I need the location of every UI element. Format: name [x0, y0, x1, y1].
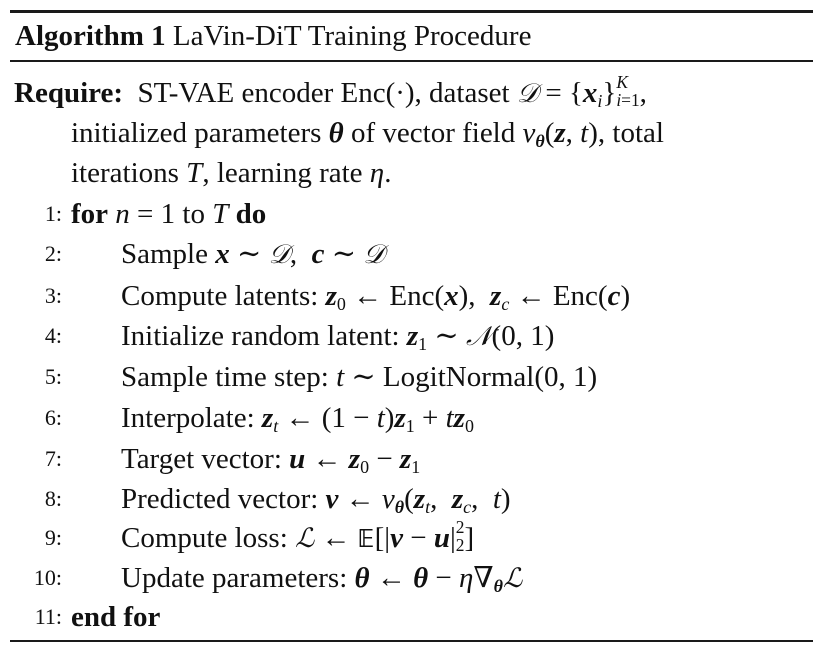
line-number: 10: [33, 565, 62, 590]
step-6: 6: Interpolate: zt ← (1 − t)z1 + tz0 [0, 398, 820, 438]
step-10: 10: Update parameters: θ ← θ − η∇θℒ [0, 558, 820, 598]
step-code: Predicted vector: v ← vθ(zt, zc, t) [121, 483, 511, 518]
line-number: 6: [44, 405, 62, 430]
algorithm-caption: Algorithm 1 LaVin-DiT Training Procedure [15, 17, 531, 55]
line-number: 8: [44, 486, 62, 511]
step-2: 2: Sample x ∼ 𝒟, c ∼ 𝒟 [0, 234, 820, 274]
line-number: 2: [44, 241, 62, 266]
line-number: 7: [44, 446, 62, 471]
require-line-2: initialized parameters θ of vector field… [71, 117, 664, 152]
require-line-1: Require: ST-VAE encoder Enc(·), dataset … [14, 72, 647, 112]
algorithm-label: Algorithm 1 [15, 20, 166, 52]
step-code: Initialize random latent: z1 ∼ 𝒩(0, 1) [121, 320, 555, 355]
step-code: Compute loss: ℒ ← 𝔼[|v − u| 2 2] [121, 517, 475, 555]
step-code: Interpolate: zt ← (1 − t)z1 + tz0 [121, 402, 474, 437]
caption-rule [10, 60, 813, 62]
step-code: Sample time step: t ∼ LogitNormal(0, 1) [121, 361, 598, 393]
line-number: 5: [44, 364, 62, 389]
top-rule [10, 10, 813, 13]
require-line-3: iterations T, learning rate η. [71, 157, 392, 189]
step-1: 1: for n = 1 to T do [0, 194, 820, 234]
step-code: Compute latents: z0 ← Enc(x), zc ← Enc(c… [121, 280, 631, 315]
step-3: 3: Compute latents: z0 ← Enc(x), zc ← En… [0, 276, 820, 316]
step-8: 8: Predicted vector: v ← vθ(zt, zc, t) [0, 479, 820, 519]
step-7: 7: Target vector: u ← z0 − z1 [0, 439, 820, 479]
step-code: Sample x ∼ 𝒟, c ∼ 𝒟 [121, 238, 385, 270]
step-code: Update parameters: θ ← θ − η∇θℒ [121, 562, 523, 597]
line-number: 1: [44, 201, 62, 226]
bottom-rule [10, 640, 813, 642]
algorithm-title: LaVin-DiT Training Procedure [172, 20, 532, 52]
step-code: Target vector: u ← z0 − z1 [121, 443, 421, 478]
line-number: 3: [44, 283, 62, 308]
step-code: for n = 1 to T do [71, 198, 267, 230]
line-number: 4: [44, 323, 62, 348]
step-5: 5: Sample time step: t ∼ LogitNormal(0, … [0, 357, 820, 397]
step-11: 11: end for [0, 597, 820, 637]
step-9: 9: Compute loss: ℒ ← 𝔼[|v − u| 2 2] [0, 518, 820, 558]
line-number: 9: [44, 525, 62, 550]
step-code: end for [71, 601, 161, 633]
step-4: 4: Initialize random latent: z1 ∼ 𝒩(0, 1… [0, 316, 820, 356]
require-keyword: Require: [14, 77, 124, 109]
line-number: 11: [34, 604, 62, 629]
